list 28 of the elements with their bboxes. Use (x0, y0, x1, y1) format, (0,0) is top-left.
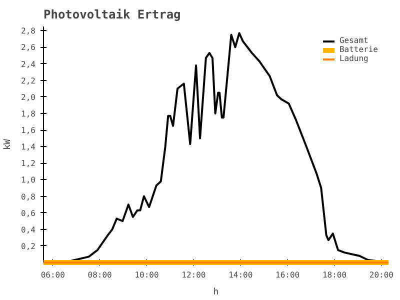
chart-title: Photovoltaik Ertrag (44, 8, 181, 22)
x-tick-label: 16:00 (276, 270, 300, 280)
x-tick-label: 18:00 (322, 270, 347, 280)
y-tick-label: 2,2 (21, 76, 36, 86)
y-tick-label: 0,4 (21, 225, 36, 234)
y-tick-label: 2,6 (21, 43, 36, 52)
x-axis-title: h (213, 288, 219, 298)
y-tick-label: 2,4 (21, 60, 36, 69)
legend-label: Ladung (339, 54, 368, 63)
x-tick-label: 14:00 (228, 270, 253, 280)
x-tick-label: 20:00 (369, 270, 394, 280)
y-axis-title: kW (3, 138, 14, 150)
legend-label: Gesamt (339, 36, 368, 45)
y-tick-label: 1,8 (21, 109, 36, 118)
y-tick-label: 2,0 (21, 92, 36, 102)
y-tick-label: 1,4 (21, 142, 36, 152)
x-tick-label: 12:00 (182, 270, 206, 280)
y-tick-label: 1,2 (21, 159, 36, 168)
y-tick-label: 0,6 (21, 208, 36, 218)
x-tick-label: 10:00 (134, 270, 159, 280)
x-tick-label: 08:00 (88, 270, 112, 280)
x-tick-label: 06:00 (40, 270, 66, 280)
y-tick-label: 0,2 (21, 242, 36, 251)
y-tick-label: 1,6 (21, 126, 36, 136)
legend-label: Batterie (339, 45, 378, 54)
y-tick-label: 1,0 (21, 176, 36, 185)
y-tick-label: 0,8 (21, 192, 36, 202)
y-tick-label: 2,8 (21, 26, 36, 36)
